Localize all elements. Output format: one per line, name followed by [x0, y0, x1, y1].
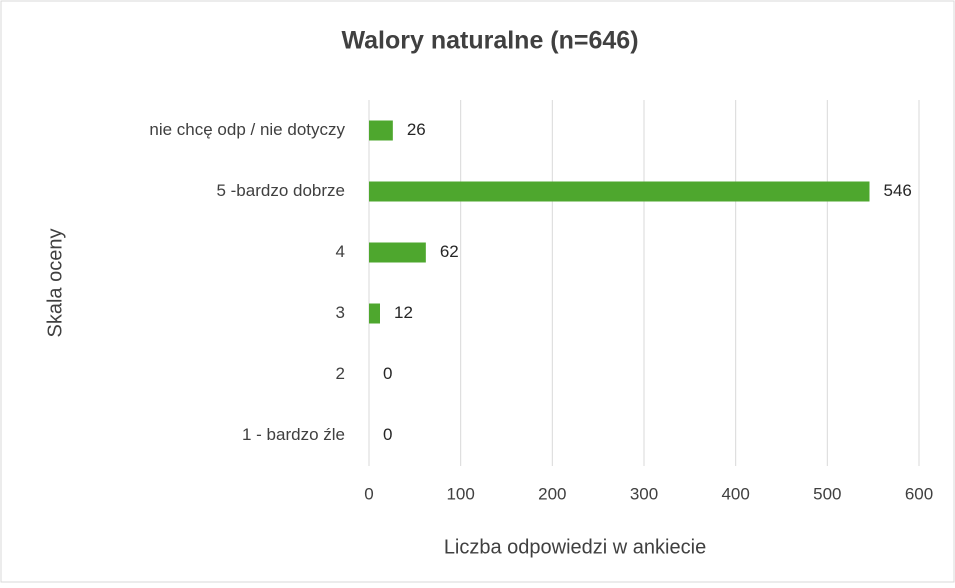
bar	[369, 242, 426, 263]
bar	[369, 303, 380, 324]
bar	[369, 120, 393, 141]
x-tick-label: 500	[813, 484, 841, 503]
value-label: 62	[440, 242, 459, 261]
x-tick-label: 400	[721, 484, 749, 503]
y-tick-label: 1 - bardzo źle	[242, 425, 345, 444]
y-axis-title: Skala oceny	[44, 229, 66, 338]
y-tick-label: 4	[336, 242, 345, 261]
value-label: 26	[407, 120, 426, 139]
bar	[369, 181, 870, 202]
value-label: 12	[394, 303, 413, 322]
y-tick-label: 3	[336, 303, 345, 322]
x-tick-label: 100	[446, 484, 474, 503]
x-tick-label: 300	[630, 484, 658, 503]
value-label: 546	[884, 181, 912, 200]
value-label: 0	[383, 425, 392, 444]
x-tick-label: 0	[364, 484, 373, 503]
x-axis-title: Liczba odpowiedzi w ankiecie	[444, 536, 706, 558]
x-tick-label: 600	[905, 484, 933, 503]
chart-title: Walory naturalne (n=646)	[341, 27, 638, 55]
value-label: 0	[383, 364, 392, 383]
y-tick-label: 5 -bardzo dobrze	[216, 181, 345, 200]
y-tick-label: 2	[336, 364, 345, 383]
x-tick-label: 200	[538, 484, 566, 503]
y-tick-label: nie chcę odp / nie dotyczy	[149, 120, 345, 139]
